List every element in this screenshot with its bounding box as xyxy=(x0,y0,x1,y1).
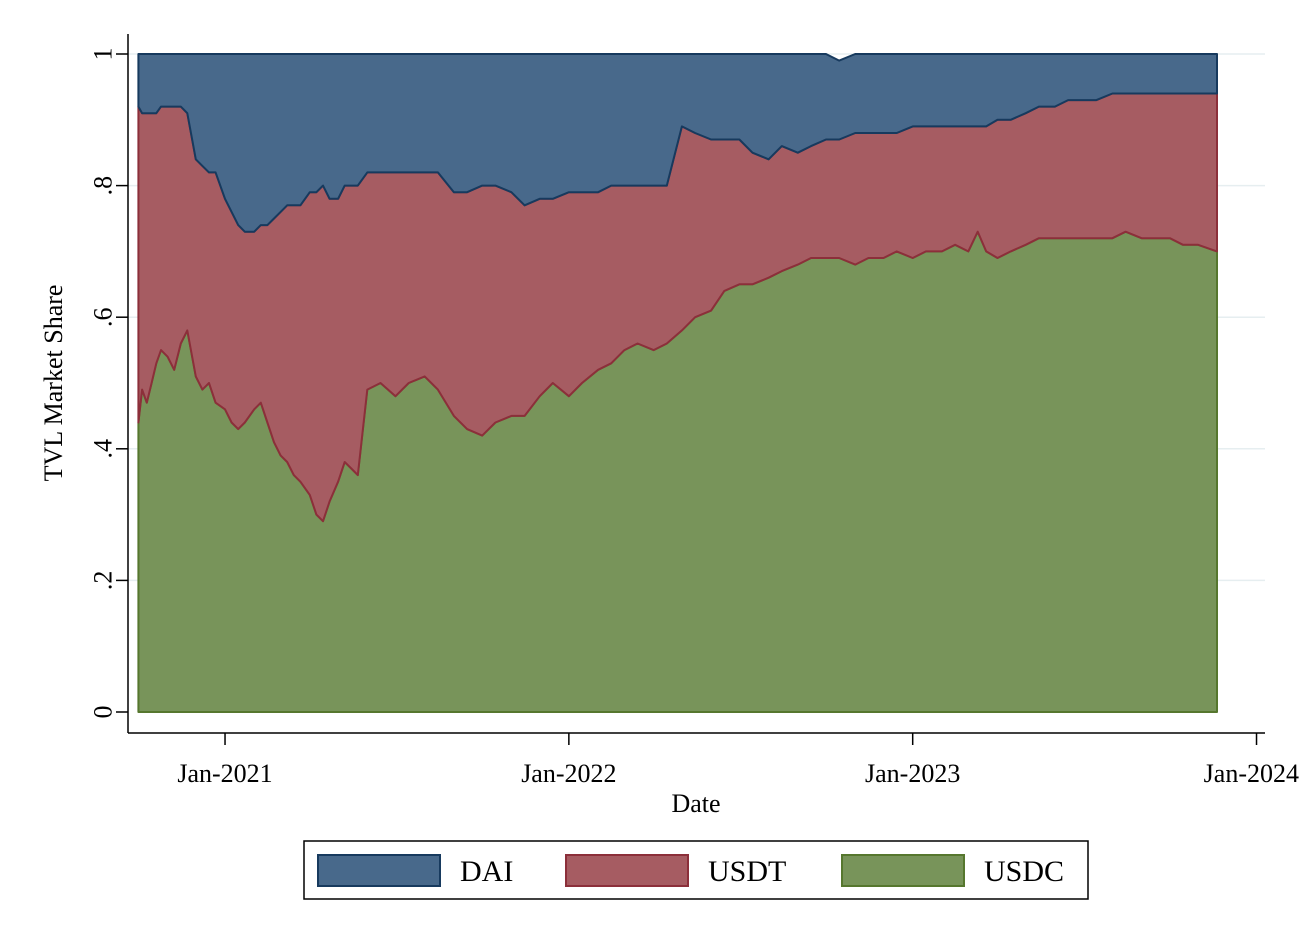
x-tick-label-2: Jan-2023 xyxy=(865,759,960,788)
y-tick-label-5: 1 xyxy=(89,48,118,61)
legend-swatch-dai xyxy=(318,855,440,886)
legend-swatch-usdc xyxy=(842,855,964,886)
stacked-areas xyxy=(138,54,1217,712)
y-axis-title: TVL Market Share xyxy=(39,285,68,482)
x-axis-title: Date xyxy=(671,789,720,818)
x-tick-label-0: Jan-2021 xyxy=(177,759,272,788)
y-tick-label-0: 0 xyxy=(89,706,118,719)
legend-label-dai: DAI xyxy=(460,855,513,888)
legend-swatch-usdt xyxy=(566,855,688,886)
legend: DAI USDT USDC xyxy=(304,841,1088,899)
y-tick-label-1: .2 xyxy=(89,571,118,591)
x-tick-label-1: Jan-2022 xyxy=(521,759,616,788)
legend-label-usdc: USDC xyxy=(984,855,1064,888)
y-tick-label-2: .4 xyxy=(89,439,118,459)
legend-label-usdt: USDT xyxy=(708,855,786,888)
y-tick-label-4: .8 xyxy=(89,176,118,196)
y-tick-label-3: .6 xyxy=(89,307,118,327)
x-tick-label-3: Jan-2024 xyxy=(1204,759,1299,788)
